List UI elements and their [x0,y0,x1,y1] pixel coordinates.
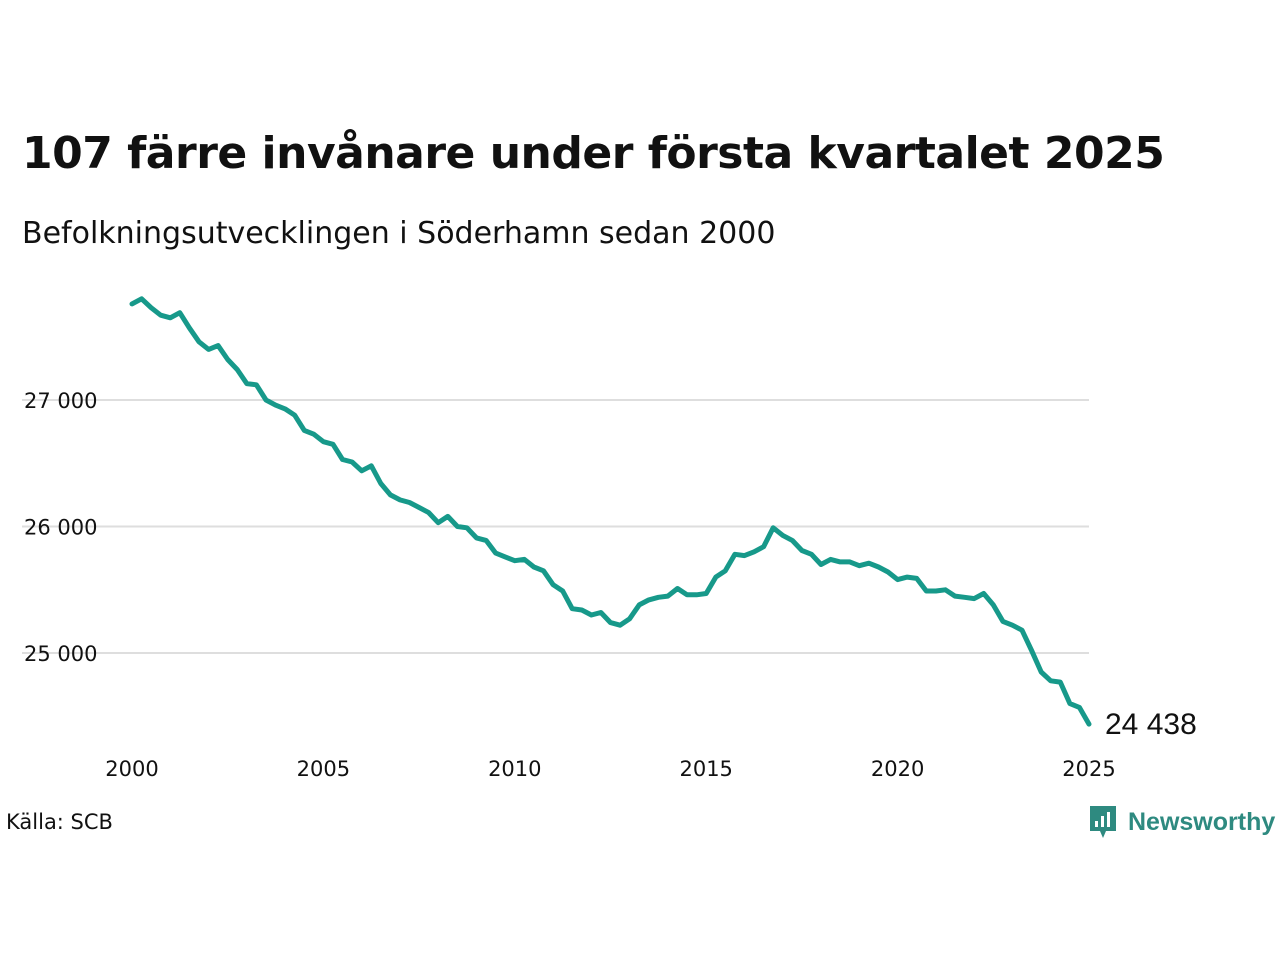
y-tick-label: 25 000 [24,642,97,666]
series [129,296,1092,727]
x-tick-label: 2015 [679,757,732,781]
chart-title: 107 färre invånare under första kvartale… [22,128,1165,179]
end-value-label: 24 438 [1105,708,1197,741]
y-axis-ticks: 25 000 26 000 27 000 [24,389,97,666]
x-tick-label: 2005 [297,757,350,781]
x-tick-label: 2010 [488,757,541,781]
x-tick-label: 2000 [105,757,158,781]
data-labels: 24 438 [1105,708,1197,741]
brand-logo: Newsworthy [1088,804,1275,840]
brand-name: Newsworthy [1128,807,1276,836]
gridlines [22,399,1089,654]
y-tick-label: 27 000 [24,389,97,413]
source-note: Källa: SCB [6,810,113,834]
x-axis-ticks: 2000 2005 2010 2015 2020 2025 [105,757,1115,781]
y-tick-label: 26 000 [24,516,97,540]
series-line [129,296,1092,727]
bar-chart-icon [1090,806,1116,838]
chart-subtitle: Befolkningsutvecklingen i Söderhamn seda… [22,216,776,251]
x-tick-label: 2020 [871,757,924,781]
x-tick-label: 2025 [1062,757,1115,781]
